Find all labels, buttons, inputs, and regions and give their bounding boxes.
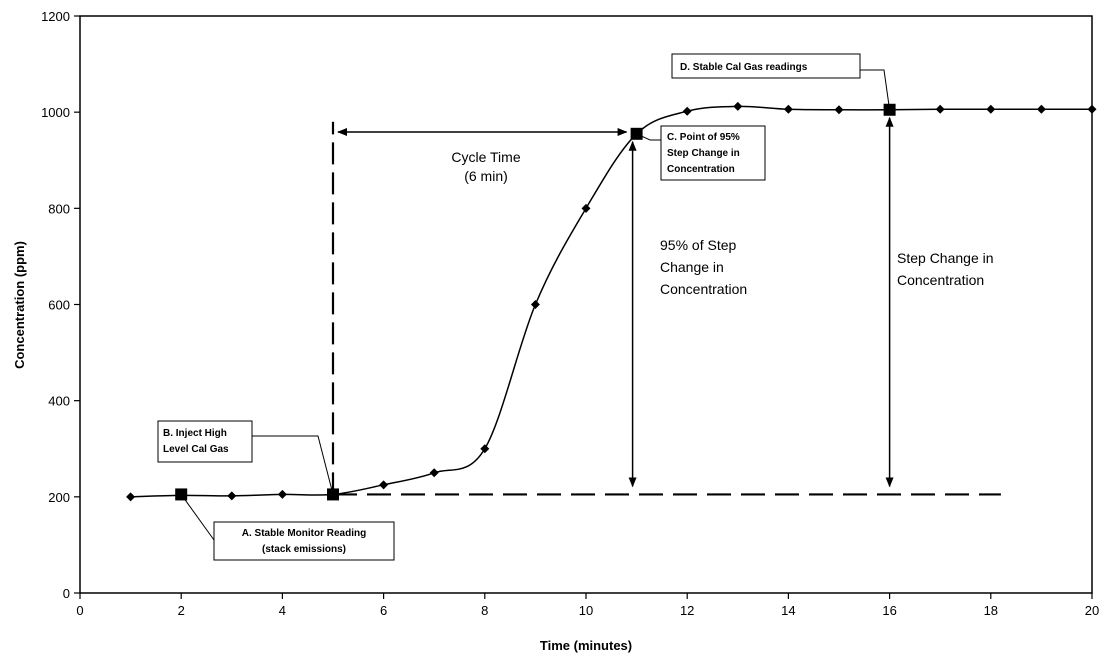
data-point [126,492,136,502]
leader-a [180,494,215,541]
annotation-d-box [671,53,861,79]
leader-b [252,435,334,495]
y-axis-title: Concentration (ppm) [12,241,27,369]
measurement-arrows [337,116,894,488]
leader-d [860,69,891,110]
y-tick-label: 0 [63,586,70,601]
data-point [227,491,237,501]
data-point [935,104,945,114]
x-axis-title: Time (minutes) [540,638,632,653]
y-tick-label: 800 [48,201,70,216]
y-tick-label: 200 [48,490,70,505]
data-point [682,106,692,116]
pct-step-label-line2: Change in [660,259,724,275]
y-tick-label: 1200 [41,9,70,24]
annotation-d-line1: D. Stable Cal Gas readings [680,62,808,73]
annotation-c-box [660,125,766,181]
data-point [783,104,793,114]
pct-step-label-line1: 95% of Step [660,237,736,253]
x-tick-label: 2 [178,603,185,618]
x-tick-label: 16 [882,603,896,618]
data-point [834,105,844,115]
x-tick-label: 8 [481,603,488,618]
annotation-b-line1: B. Inject High [163,428,227,439]
annotation-d: D. Stable Cal Gas readings [671,53,861,79]
x-tick-label: 18 [984,603,998,618]
x-tick-label: 14 [781,603,795,618]
y-tick-label: 600 [48,298,70,313]
annotation-b-line2: Level Cal Gas [163,444,229,455]
data-point [429,468,439,478]
pct-step-label-line3: Concentration [660,281,747,297]
x-tick-label: 6 [380,603,387,618]
x-axis: 0 2 4 6 8 10 12 14 16 18 20 [76,593,1099,618]
annotation-a-line1: A. Stable Monitor Reading [242,528,366,539]
reference-lines [331,121,1001,496]
y-tick-label: 1000 [41,105,70,120]
annotation-a-line2: (stack emissions) [262,544,346,555]
callout-leaders [180,69,891,541]
x-tick-label: 12 [680,603,694,618]
cycle-time-label-line1: Cycle Time [451,149,520,165]
data-point [1087,104,1097,114]
data-point [1036,104,1046,114]
x-tick-label: 10 [579,603,593,618]
data-point [530,300,540,309]
data-point [986,104,996,114]
data-point [733,101,743,111]
annotation-a: A. Stable Monitor Reading (stack emissio… [213,521,395,561]
y-axis: 0 200 400 600 800 1000 1200 [41,9,80,601]
annotation-b: B. Inject High Level Cal Gas [157,420,253,463]
data-point [379,480,389,490]
cycle-time-label-line2: (6 min) [464,168,508,184]
plot-frame [79,15,1093,594]
step-change-label-line2: Concentration [897,272,984,288]
annotation-c: C. Point of 95% Step Change in Concentra… [660,125,766,181]
annotation-a-box [213,521,395,561]
annotation-c-line2: Step Change in [667,148,740,159]
step-change-label-line1: Step Change in [897,250,994,266]
data-point [480,444,490,454]
annotation-b-box [157,420,253,463]
y-tick-label: 400 [48,394,70,409]
series-line [130,105,1092,498]
annotation-c-line1: C. Point of 95% [667,132,740,143]
x-tick-label: 20 [1085,603,1099,618]
annotation-c-line3: Concentration [667,164,735,175]
leader-c [636,133,661,141]
series-layer [126,101,1097,502]
x-tick-label: 4 [279,603,286,618]
data-point [277,489,287,499]
data-point [581,203,591,213]
x-tick-label: 0 [76,603,83,618]
